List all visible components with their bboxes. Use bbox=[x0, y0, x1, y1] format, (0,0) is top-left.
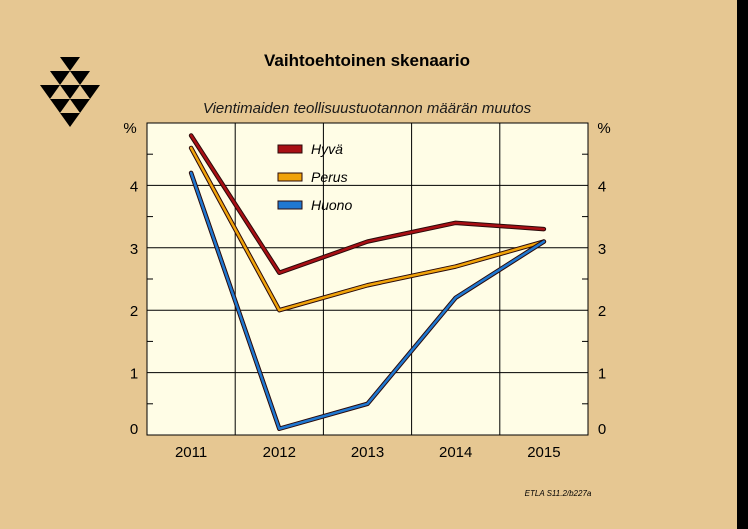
legend-swatch bbox=[277, 172, 303, 182]
series-line bbox=[189, 134, 546, 275]
y-tick-label-left: 0 bbox=[130, 421, 138, 438]
y-tick-label-left: 2 bbox=[130, 303, 138, 320]
legend-swatch bbox=[277, 200, 303, 210]
series-lines bbox=[188, 133, 547, 432]
y-tick-label-right: 1 bbox=[598, 366, 606, 383]
legend-label: Huono bbox=[311, 197, 352, 213]
legend-swatch bbox=[277, 144, 303, 154]
chart-subtitle: Vientimaiden teollisuustuotannon määrän … bbox=[203, 100, 532, 117]
x-tick-label: 2015 bbox=[527, 444, 560, 461]
y-axis-unit-right: % bbox=[597, 120, 610, 137]
x-axis-labels: 2011 2012 2013 2014 2015 bbox=[175, 444, 561, 461]
axis-ticks bbox=[147, 153, 588, 405]
etla-logo bbox=[40, 57, 100, 127]
y-axis-unit-left: % bbox=[123, 120, 136, 137]
y-tick-label-right: 4 bbox=[598, 178, 606, 195]
y-tick-label-left: 3 bbox=[130, 241, 138, 258]
y-tick-label-right: 0 bbox=[598, 421, 606, 438]
legend-label: Perus bbox=[311, 169, 348, 185]
x-tick-label: 2012 bbox=[263, 444, 296, 461]
x-tick-label: 2011 bbox=[175, 444, 207, 461]
x-tick-label: 2014 bbox=[439, 444, 472, 461]
source-note: ETLA S11.2/b227a bbox=[525, 489, 592, 498]
y-tick-label-right: 3 bbox=[598, 241, 606, 258]
x-tick-label: 2013 bbox=[351, 444, 384, 461]
chart-title: Vaihtoehtoinen skenaario bbox=[264, 51, 470, 70]
y-tick-label-left: 1 bbox=[130, 366, 138, 383]
y-axis-labels: 0 0 1 1 2 2 3 3 4 4 bbox=[130, 178, 606, 438]
legend: Hyvä Perus Huono bbox=[277, 141, 352, 213]
series-line bbox=[189, 146, 546, 312]
series-line bbox=[189, 171, 546, 431]
legend-label: Hyvä bbox=[311, 141, 343, 157]
plot-area bbox=[146, 122, 589, 436]
y-tick-label-right: 2 bbox=[598, 303, 606, 320]
y-tick-label-left: 4 bbox=[130, 178, 138, 195]
